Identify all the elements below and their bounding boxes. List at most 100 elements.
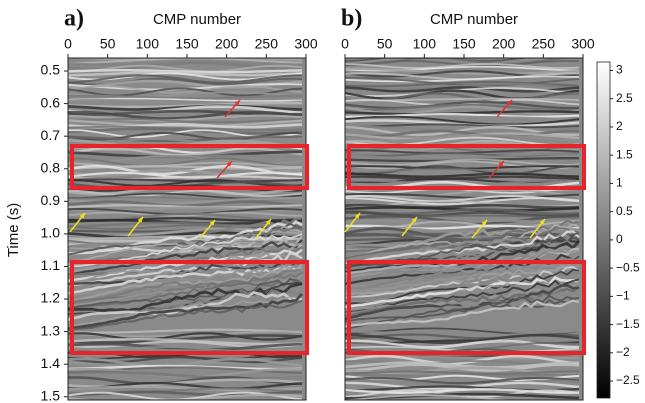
reflector [345, 264, 580, 296]
reflector [68, 74, 302, 84]
highlight-box [347, 260, 586, 355]
reflector [140, 399, 221, 400]
reflector [68, 168, 303, 177]
arrow-head [234, 100, 240, 106]
reflector [345, 227, 580, 260]
reflector [345, 192, 580, 200]
colorbar-tick-label: −1 [616, 289, 630, 303]
reflector [68, 328, 303, 334]
arrow-head [265, 219, 271, 225]
y-tick-label: 1.0 [41, 225, 61, 241]
y-tick-label: 1.5 [41, 387, 61, 403]
colorbar-tick-label: −0.5 [616, 260, 640, 274]
reflector [68, 342, 303, 351]
arrow-head [226, 161, 232, 167]
reflector [345, 370, 579, 376]
x-tick-label: 100 [136, 36, 160, 52]
colorbar-tick-label: 3 [616, 63, 623, 77]
x-tick-label: 0 [64, 36, 72, 52]
seismic-image [68, 58, 306, 400]
reflector [68, 164, 303, 176]
reflector [345, 165, 580, 175]
y-tick-label: 0.6 [41, 94, 61, 110]
colorbar-tick-label: 1.5 [616, 147, 633, 161]
reflector [345, 299, 580, 328]
reflector [68, 79, 303, 89]
reflector [345, 125, 580, 137]
reflector [345, 379, 580, 387]
colorbar-tick-label: −2.5 [616, 373, 640, 387]
reflector [68, 225, 303, 263]
colorbar-tick-label: −2 [616, 345, 630, 359]
reflector [345, 333, 580, 345]
colorbar [596, 61, 611, 399]
colorbar-tick-label: 2 [616, 119, 623, 133]
reflector [345, 123, 580, 129]
reflector [68, 393, 303, 400]
reflector [345, 197, 580, 206]
highlight-box [347, 144, 586, 190]
reflector [68, 64, 303, 73]
colorbar-tick-label: −1.5 [616, 317, 640, 331]
arrow-head [354, 213, 360, 219]
reflector [345, 339, 579, 349]
reflector [68, 271, 303, 303]
panel-label: b) [341, 6, 362, 32]
y-tick-label: 0.5 [41, 62, 61, 78]
x-tick-label: 50 [377, 36, 393, 52]
reflector [345, 115, 580, 126]
reflector [68, 147, 303, 157]
y-tick-label: 0.8 [41, 159, 61, 175]
reflector [68, 361, 303, 369]
reflector [68, 211, 302, 217]
reflector [345, 214, 580, 219]
x-tick-label: 300 [571, 36, 595, 52]
reflector [345, 260, 580, 293]
reflector [68, 127, 303, 135]
x-tick-label: 250 [255, 36, 279, 52]
reflector [345, 354, 580, 365]
reflector [345, 86, 580, 93]
reflector [68, 125, 303, 131]
reflector [68, 189, 303, 198]
reflector [345, 160, 580, 170]
reflector [345, 158, 580, 166]
reflector [345, 75, 580, 83]
reflector [475, 58, 580, 60]
x-tick-label: 50 [100, 36, 116, 52]
x-tick-label: 100 [413, 36, 437, 52]
reflector [68, 94, 302, 100]
reflector [68, 277, 303, 309]
reflector [68, 299, 303, 332]
reflector [68, 114, 303, 122]
reflector [345, 294, 580, 323]
x-axis-title: CMP number [430, 11, 518, 28]
reflector [345, 298, 580, 330]
reflector [345, 80, 580, 88]
reflector [68, 119, 303, 128]
reflector [68, 97, 303, 102]
reflector [68, 239, 303, 276]
colorbar-tick-label: 2.5 [616, 91, 633, 105]
reflector [68, 179, 303, 187]
reflector [345, 100, 580, 110]
reflector [345, 87, 580, 97]
x-tick-label: 250 [532, 36, 556, 52]
reflector [345, 287, 580, 318]
y-tick-label: 1.3 [41, 322, 61, 338]
x-tick-label: 300 [294, 36, 318, 52]
y-tick-label: 0.9 [41, 192, 61, 208]
reflector [68, 263, 303, 297]
x-tick-label: 0 [341, 36, 349, 52]
reflector [345, 134, 580, 144]
reflector [345, 67, 580, 76]
reflector [345, 179, 580, 187]
reflector [345, 129, 579, 138]
arrow-head [137, 217, 143, 223]
reflector [345, 330, 580, 338]
x-tick-label: 150 [452, 36, 476, 52]
arrow-head [506, 100, 512, 106]
reflector [345, 230, 580, 266]
y-axis-title: Time (s) [5, 203, 22, 257]
x-tick-label: 200 [492, 36, 516, 52]
